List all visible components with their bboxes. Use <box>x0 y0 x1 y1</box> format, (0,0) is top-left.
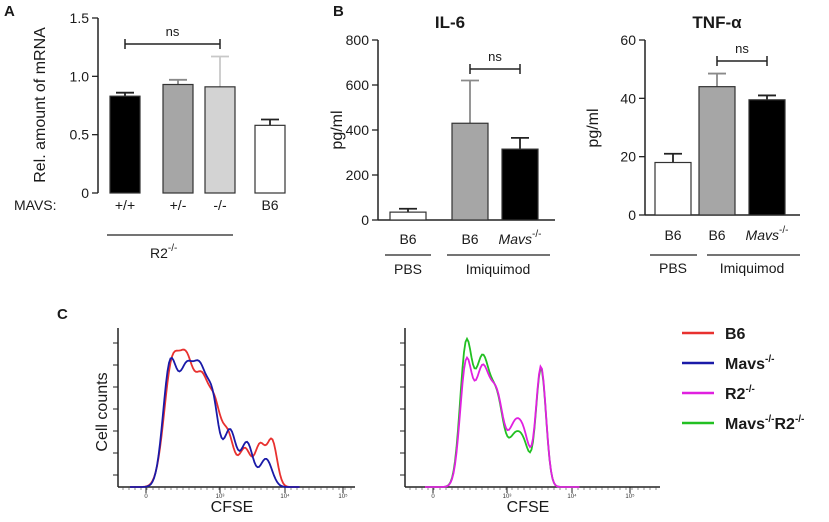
il6-title: IL-6 <box>435 13 465 32</box>
tnf-chart: 0 20 40 60 B6 B6 Mavs-/- ns <box>620 32 800 243</box>
panel-c-left-x-axis-label: CFSE <box>211 499 254 516</box>
legend-label: B6 <box>725 326 746 343</box>
panel-c-left-histogram: 0 10³ 10⁴ 10⁵ <box>113 342 352 500</box>
category-label: Mavs-/- <box>499 229 542 247</box>
significance-label: ns <box>735 41 749 56</box>
histogram-curve-b6 <box>130 348 300 488</box>
panel-a-group-label: R2-/- <box>150 243 177 261</box>
legend-item: R2-/- <box>682 384 755 403</box>
panel-c-left-frame <box>117 328 355 488</box>
tnf-title: TNF-α <box>692 13 742 32</box>
bar <box>501 148 539 221</box>
category-label: B6 <box>461 231 478 247</box>
y-tick-label: 0 <box>361 212 369 228</box>
bar <box>254 124 286 194</box>
bar <box>698 86 736 216</box>
bar <box>204 86 236 194</box>
y-tick-label: 800 <box>346 32 370 48</box>
category-label: +/- <box>170 197 187 213</box>
x-tick-label: 0 <box>144 494 148 500</box>
legend-item: B6 <box>682 326 746 343</box>
y-tick-label: 0.5 <box>70 127 90 143</box>
legend-item: Mavs-/- <box>682 354 774 373</box>
il6-group-imiquimod: Imiquimod <box>466 261 531 277</box>
category-label: B6 <box>399 231 416 247</box>
bar <box>109 95 141 194</box>
y-tick-label: 20 <box>620 149 636 165</box>
legend: B6 Mavs-/- R2-/- Mavs-/-R2-/- <box>682 326 804 433</box>
significance-label: ns <box>488 49 502 64</box>
x-tick-label: 10⁵ <box>625 493 635 500</box>
x-tick-label: 10³ <box>216 494 225 500</box>
legend-label: Mavs-/- <box>725 354 774 373</box>
panel-label-a: A <box>4 3 15 20</box>
legend-item: Mavs-/-R2-/- <box>682 414 804 433</box>
histogram-curve-mavs <box>130 356 300 488</box>
panel-c-right-histogram: 0 10³ 10⁴ 10⁵ <box>400 336 657 500</box>
x-tick-label: 10⁴ <box>567 493 577 500</box>
category-label: -/- <box>213 197 227 213</box>
bar <box>748 99 786 216</box>
y-tick-label: 0 <box>81 185 89 201</box>
x-tick-label: 10⁴ <box>280 493 290 500</box>
bar <box>654 161 692 216</box>
panel-c-y-axis-label: Cell counts <box>94 372 111 451</box>
legend-label: Mavs-/-R2-/- <box>725 414 804 433</box>
significance-label: ns <box>166 24 180 39</box>
y-tick-label: 1.5 <box>70 10 90 26</box>
tnf-y-axis-label: pg/ml <box>585 108 602 147</box>
y-tick-label: 1.0 <box>70 68 90 84</box>
y-tick-label: 0 <box>628 207 636 223</box>
x-tick-label: 10⁵ <box>338 493 348 500</box>
panel-label-c: C <box>57 306 68 323</box>
category-label: B6 <box>664 227 681 243</box>
y-tick-label: 600 <box>346 77 370 93</box>
panel-c-right-x-axis-label: CFSE <box>507 499 550 516</box>
panel-a-chart: 0 0.5 1.0 1.5 +/+ +/- -/- B6 ns <box>70 10 286 213</box>
category-label: Mavs-/- <box>746 225 789 243</box>
y-tick-label: 60 <box>620 32 636 48</box>
histogram-curve-r2 <box>425 355 580 488</box>
il6-group-pbs: PBS <box>394 261 422 277</box>
il6-y-axis-label: pg/ml <box>329 110 346 149</box>
x-tick-label: 10³ <box>503 494 512 500</box>
category-label: B6 <box>708 227 725 243</box>
y-tick-label: 40 <box>620 90 636 106</box>
y-tick-label: 200 <box>346 167 370 183</box>
tnf-group-imiquimod: Imiquimod <box>720 260 785 276</box>
category-label: B6 <box>261 197 278 213</box>
y-tick-label: 400 <box>346 122 370 138</box>
panel-label-b: B <box>333 3 344 20</box>
panel-a-group-prefix: MAVS: <box>14 197 57 213</box>
il6-chart: 0 200 400 600 800 B6 B6 Mavs-/- ns <box>346 32 555 247</box>
legend-label: R2-/- <box>725 384 755 403</box>
panel-c-right-frame <box>404 328 660 488</box>
category-label: +/+ <box>115 197 135 213</box>
bar <box>162 83 194 194</box>
panel-a-y-axis-label: Rel. amount of mRNA <box>32 27 49 183</box>
bar <box>389 211 427 221</box>
bar <box>451 122 489 221</box>
tnf-group-pbs: PBS <box>659 260 687 276</box>
x-tick-label: 0 <box>431 494 435 500</box>
